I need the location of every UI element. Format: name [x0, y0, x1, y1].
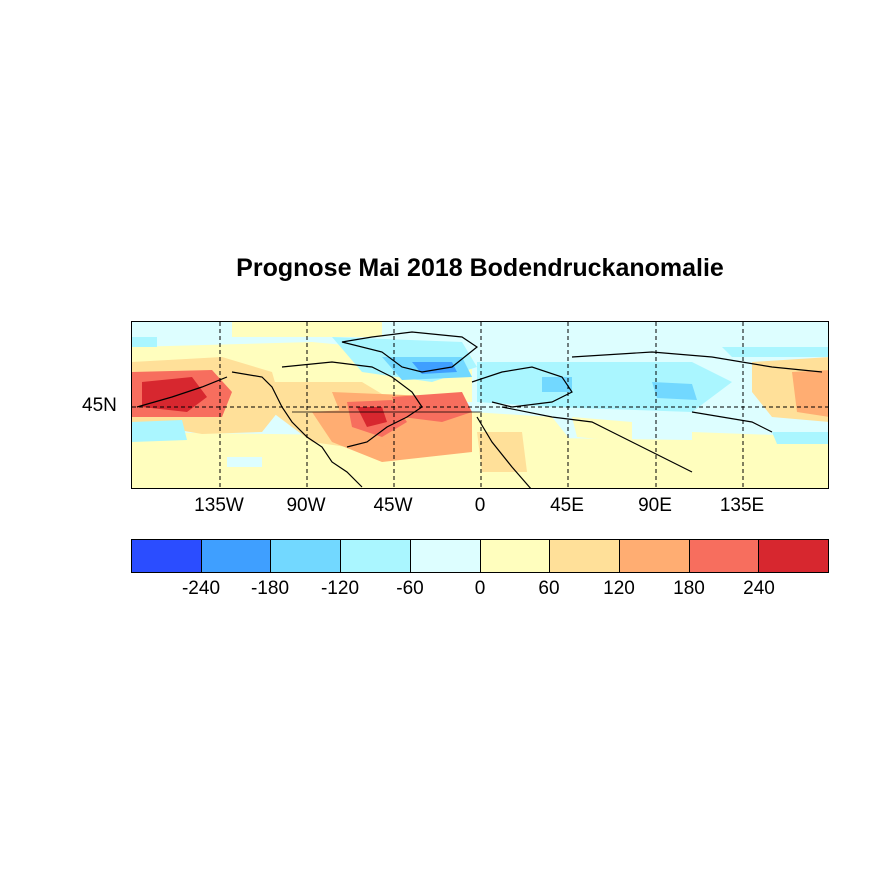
colorbar-swatch	[271, 540, 342, 572]
x-tick: 90W	[286, 495, 326, 516]
anomaly-field	[132, 322, 828, 488]
colorbar-swatch	[480, 540, 551, 572]
map-panel	[131, 321, 829, 489]
x-tick: 0	[474, 495, 486, 516]
x-tick: 90E	[638, 495, 672, 516]
colorbar-label: 240	[743, 578, 775, 599]
colorbar-label: 0	[474, 578, 486, 599]
colorbar-label: 120	[603, 578, 635, 599]
x-tick: 45E	[550, 495, 584, 516]
colorbar-swatch	[132, 540, 202, 572]
colorbar-label: -180	[250, 578, 290, 599]
colorbar-swatch	[689, 540, 760, 572]
colorbar-swatch	[759, 540, 829, 572]
colorbar-swatch	[619, 540, 690, 572]
y-tick-45n: 45N	[82, 395, 117, 416]
x-tick: 135E	[719, 495, 765, 516]
colorbar-label: -240	[181, 578, 221, 599]
colorbar-label: -120	[320, 578, 360, 599]
colorbar-label: -60	[396, 578, 424, 599]
colorbar-label: 180	[673, 578, 705, 599]
x-tick: 135W	[194, 495, 244, 516]
x-tick: 45W	[373, 495, 413, 516]
colorbar-swatch	[550, 540, 620, 572]
chart-title: Prognose Mai 2018 Bodendruckanomalie	[236, 254, 724, 282]
colorbar-swatch	[201, 540, 272, 572]
colorbar-label: 60	[538, 578, 560, 599]
colorbar	[131, 539, 829, 573]
colorbar-swatch	[341, 540, 411, 572]
colorbar-swatch	[410, 540, 481, 572]
